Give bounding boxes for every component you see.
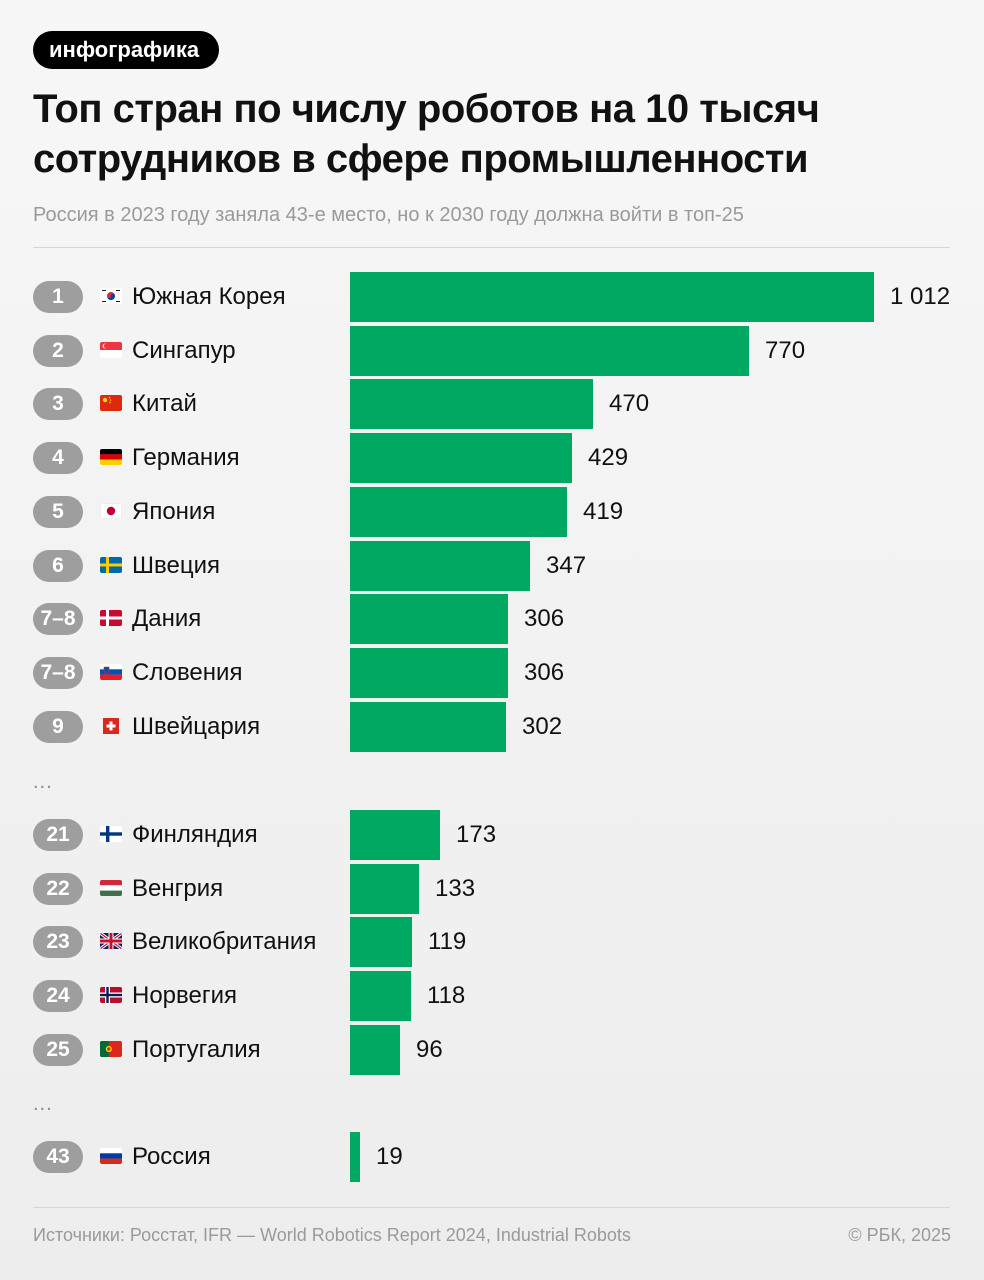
rank-badge: 7–8 <box>33 603 83 636</box>
flag-icon-ru <box>100 1148 122 1164</box>
gap-ellipsis: ... <box>33 771 53 793</box>
data-label: 429 <box>588 444 629 472</box>
page-subtitle: Россия в 2023 году заняла 43-е место, но… <box>33 204 744 226</box>
bar <box>350 647 508 698</box>
category-badge: инфографика <box>33 31 220 69</box>
flag-icon-si <box>100 663 122 680</box>
flag-icon-ch <box>100 717 122 734</box>
data-label: 419 <box>583 497 624 525</box>
country-label: Венгрия <box>132 874 224 902</box>
country-label: Россия <box>132 1143 211 1170</box>
data-label: 173 <box>456 821 497 848</box>
flag-icon-kr <box>100 288 122 304</box>
data-label: 470 <box>609 390 650 418</box>
bar <box>350 433 572 484</box>
bar <box>350 971 411 1022</box>
data-label: 302 <box>522 712 563 740</box>
country-label: Южная Корея <box>132 283 286 310</box>
rank-badge: 6 <box>33 549 83 582</box>
country-label: Китай <box>132 390 197 418</box>
country-label: Дания <box>132 605 202 633</box>
bar <box>350 594 508 645</box>
flag-icon-jp <box>100 502 122 519</box>
rank-badge: 21 <box>33 819 83 851</box>
rank-badge: 3 <box>33 388 83 421</box>
source-note: Источники: Росстат, IFR — World Robotics… <box>33 1225 631 1245</box>
rank-badge: 2 <box>33 334 83 367</box>
flag-icon-gb <box>100 933 122 950</box>
data-label: 347 <box>546 551 587 579</box>
country-label: Швейцария <box>132 712 261 740</box>
copyright: © РБК, 2025 <box>848 1225 951 1245</box>
flag-icon-cn <box>100 395 122 412</box>
country-label: Словения <box>132 658 243 686</box>
rank-badge: 43 <box>33 1141 83 1173</box>
bar <box>350 379 593 430</box>
data-label: 96 <box>416 1035 443 1063</box>
country-label: Сингапур <box>132 336 236 364</box>
bottom-divider <box>33 1207 950 1208</box>
bar <box>350 272 874 322</box>
country-label: Швеция <box>132 551 220 579</box>
page-title: Топ стран по числу роботов на 10 тысяч с… <box>33 87 820 181</box>
country-label: Германия <box>132 444 240 472</box>
rank-badge: 1 <box>33 281 83 313</box>
data-label: 19 <box>376 1143 403 1170</box>
flag-icon-no <box>100 987 122 1004</box>
flag-icon-dk <box>100 610 122 627</box>
country-label: Япония <box>132 497 216 525</box>
bar <box>350 1024 400 1075</box>
data-label: 306 <box>524 605 565 633</box>
rank-badge: 24 <box>33 980 83 1013</box>
bar <box>350 810 440 860</box>
bar <box>350 540 530 591</box>
data-label: 770 <box>765 336 806 364</box>
rank-badge: 22 <box>33 872 83 905</box>
rank-badge: 5 <box>33 495 83 528</box>
flag-icon-pt <box>100 1040 122 1057</box>
flag-icon-fi <box>100 826 122 842</box>
bar <box>350 917 412 968</box>
data-label: 133 <box>435 874 476 902</box>
bar <box>350 1132 360 1182</box>
flag-icon-se <box>100 556 122 573</box>
data-label: 118 <box>427 982 466 1010</box>
rank-badge: 23 <box>33 926 83 959</box>
top-divider <box>33 247 950 248</box>
bar <box>350 863 419 914</box>
flag-icon-sg <box>100 341 122 358</box>
flag-icon-hu <box>100 879 122 896</box>
data-label: 119 <box>428 928 467 956</box>
rank-badge: 25 <box>33 1033 83 1066</box>
rank-badge: 9 <box>33 710 83 743</box>
rank-badge: 7–8 <box>33 656 83 689</box>
country-label: Финляндия <box>132 821 258 848</box>
flag-icon-de <box>100 449 122 466</box>
rank-badge: 4 <box>33 442 83 475</box>
bar <box>350 325 749 376</box>
country-label: Норвегия <box>132 982 238 1010</box>
data-label: 306 <box>524 658 565 686</box>
country-label: Португалия <box>132 1035 261 1063</box>
gap-ellipsis: ... <box>33 1093 53 1115</box>
country-label: Великобритания <box>132 928 317 956</box>
bar <box>350 486 567 537</box>
bar <box>350 701 506 752</box>
data-label: 1 012 <box>890 283 951 310</box>
